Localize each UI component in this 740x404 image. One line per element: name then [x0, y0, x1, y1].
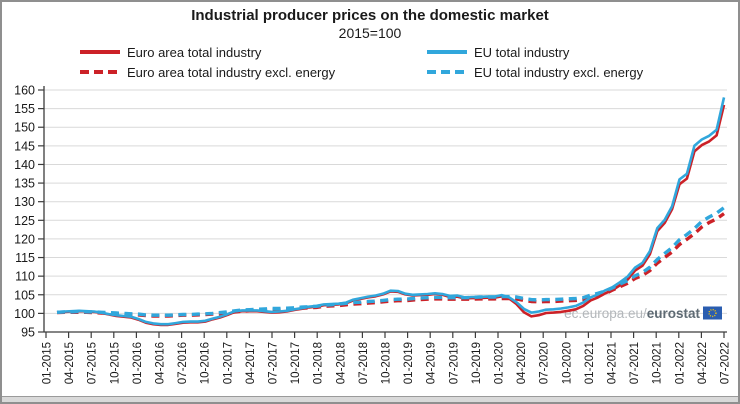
x-tick-label: 04-2015: [64, 342, 76, 384]
y-tick-label: 110: [15, 270, 35, 284]
y-tick-label: 105: [14, 288, 35, 302]
y-tick-label: 130: [14, 195, 35, 209]
x-tick-label: 04-2021: [607, 342, 619, 384]
x-tick-label: 07-2017: [268, 342, 280, 384]
watermark-text: ec.europa.eu/eurostat: [564, 306, 700, 321]
eu-flag-icon: [703, 306, 722, 320]
x-tick-label: 01-2019: [403, 342, 415, 384]
legend-item-eu-excl-energy: EU total industry excl. energy: [427, 62, 643, 82]
x-tick-label: 04-2016: [155, 342, 167, 384]
legend-label: Euro area total industry: [127, 44, 262, 60]
y-tick-label: 100: [14, 307, 35, 321]
x-tick-label: 01-2016: [132, 342, 144, 384]
chart-subtitle: 2015=100: [338, 25, 402, 41]
x-tick-label: 04-2020: [516, 342, 528, 384]
series-line-3: [56, 97, 726, 326]
x-tick-label: 01-2021: [584, 342, 596, 384]
y-tick-label: 115: [15, 251, 35, 265]
legend-label: Euro area total industry excl. energy: [127, 64, 336, 80]
x-tick-label: 07-2018: [358, 342, 370, 384]
x-tick-label: 01-2018: [313, 342, 325, 384]
y-tick-label: 155: [14, 102, 35, 116]
y-tick-label: 95: [21, 326, 35, 340]
y-tick-label: 140: [14, 158, 35, 172]
x-tick-label: 04-2022: [697, 342, 709, 384]
x-tick-label: 07-2019: [448, 342, 460, 384]
x-tick-label: 10-2021: [652, 342, 664, 384]
x-tick-label: 10-2017: [290, 342, 302, 384]
x-tick-label: 01-2022: [674, 342, 686, 384]
x-tick-label: 04-2017: [245, 342, 257, 384]
x-tick-label: 01-2020: [494, 342, 506, 384]
x-tick-label: 10-2018: [381, 342, 393, 384]
x-tick-label: 10-2019: [471, 342, 483, 384]
axes: 95 100 105 110 115 120 125 130 135 140 145 150 155 16…: [14, 84, 731, 385]
y-tick-label: 150: [14, 121, 35, 135]
x-tick-label: 01-2017: [222, 342, 234, 384]
series-line-2: [56, 212, 725, 318]
x-tick-label: 07-2022: [720, 342, 732, 384]
legend-item-euro-area-total: Euro area total industry: [80, 42, 427, 62]
x-tick-label: 07-2016: [177, 342, 189, 384]
window-bottom-edge: [2, 396, 738, 402]
series-line-4: [56, 206, 726, 317]
y-tick-label: 160: [14, 84, 35, 98]
x-tick-label: 04-2019: [426, 342, 438, 384]
legend-line-solid-red-icon: [80, 50, 120, 54]
x-tick-label: 07-2020: [539, 342, 551, 384]
x-tick-label: 07-2021: [629, 342, 641, 384]
x-tick-label: 10-2015: [109, 342, 121, 384]
legend-label: EU total industry: [474, 44, 570, 60]
y-tick-label: 125: [14, 214, 35, 228]
y-tick-label: 120: [14, 232, 35, 246]
legend-line-dashed-red-icon: [80, 70, 120, 74]
y-tick-label: 145: [14, 139, 35, 153]
x-tick-label: 04-2018: [335, 342, 347, 384]
x-tick-label: 07-2015: [87, 342, 99, 384]
x-tick-label: 01-2015: [42, 342, 54, 384]
chart-title: Industrial producer prices on the domest…: [191, 7, 549, 24]
x-tick-label: 10-2020: [561, 342, 573, 384]
legend-item-eu-total: EU total industry: [427, 42, 643, 62]
x-tick-label: 10-2016: [200, 342, 212, 384]
eurostat-watermark: ec.europa.eu/eurostat: [564, 306, 722, 321]
legend-line-dashed-blue-icon: [427, 70, 467, 74]
legend-item-euro-area-excl-energy: Euro area total industry excl. energy: [80, 62, 427, 82]
chart-legend: Euro area total industry Euro area total…: [80, 42, 643, 82]
legend-line-solid-blue-icon: [427, 50, 467, 54]
y-tick-label: 135: [14, 177, 35, 191]
legend-label: EU total industry excl. energy: [474, 64, 644, 80]
